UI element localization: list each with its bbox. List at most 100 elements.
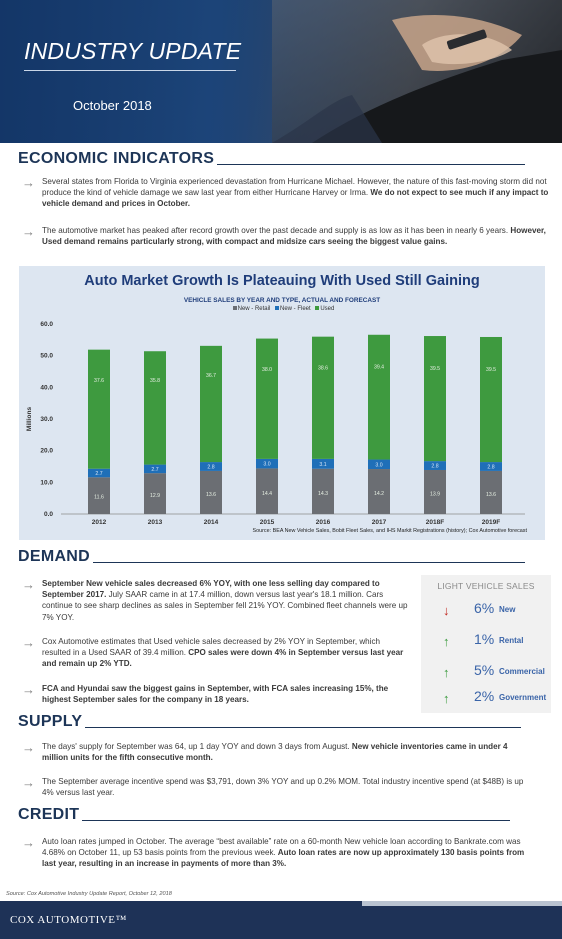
- section-title: CREDIT: [18, 806, 80, 823]
- arrow-right-icon: →: [22, 740, 35, 755]
- data-label: 2.8: [431, 464, 438, 470]
- data-label: 13.6: [486, 492, 496, 498]
- section-heading-economic: ECONOMIC INDICATORS: [18, 150, 526, 168]
- arrow-right-icon: →: [22, 224, 35, 239]
- section-heading-supply: SUPPLY: [18, 713, 522, 731]
- y-tick-label: 40.0: [40, 384, 53, 391]
- data-label: 39.5: [486, 367, 496, 373]
- panel-title: LIGHT VEHICLE SALES: [437, 581, 535, 591]
- footer-accent: [362, 901, 562, 906]
- bar-used-2018f: [424, 336, 446, 462]
- bullet-item: → September New vehicle sales decreased …: [22, 578, 410, 623]
- data-label: 12.9: [150, 493, 160, 499]
- bar-new-retail-2013: [144, 473, 166, 514]
- chart-subtitle: VEHICLE SALES BY YEAR AND TYPE, ACTUAL A…: [183, 297, 381, 304]
- data-label: 13.9: [430, 492, 440, 498]
- hero-overlay: [0, 0, 300, 143]
- bar-new-fleet-2016: [312, 458, 334, 469]
- data-label: 3.1: [319, 462, 326, 468]
- data-label: 11.6: [94, 495, 104, 501]
- x-tick-label: 2014: [204, 519, 219, 526]
- x-tick-label: 2012: [92, 519, 107, 526]
- bar-used-2019f: [480, 336, 502, 463]
- y-axis-label: Millions: [26, 407, 33, 432]
- bar-used-2016: [312, 336, 334, 459]
- legend-swatch-used: [315, 306, 320, 311]
- sales-label: New: [499, 605, 516, 614]
- bar-new-retail-2014: [200, 470, 222, 514]
- data-label: 38.6: [318, 366, 328, 372]
- data-label: 39.5: [430, 366, 440, 372]
- legend-swatch-retail: [232, 306, 237, 311]
- arrow-right-icon: →: [22, 775, 35, 790]
- data-label: 2.7: [151, 467, 158, 473]
- bar-used-2013: [144, 351, 166, 465]
- bar-new-retail-2019f: [480, 470, 502, 514]
- bar-used-2017: [368, 334, 390, 460]
- data-label: 2.8: [207, 465, 214, 471]
- bullet-text: The automotive market has peaked after r…: [42, 226, 546, 247]
- arrow-right-icon: →: [22, 635, 35, 650]
- chart-source: Source: BEA New Vehicle Sales, Bobit Fle…: [252, 528, 527, 534]
- data-label: 38.0: [262, 367, 272, 373]
- data-label: 36.7: [206, 373, 216, 379]
- data-label: 37.6: [94, 378, 104, 384]
- arrow-down-icon: ↓: [443, 603, 450, 618]
- x-tick-label: 2019F: [482, 519, 500, 526]
- legend-label: Used: [320, 306, 335, 312]
- light-vehicle-sales-panel: LIGHT VEHICLE SALES ↓ 6% New ↑ 1% Rental…: [421, 575, 551, 713]
- data-label: 35.8: [150, 378, 160, 384]
- section-title: SUPPLY: [18, 713, 83, 730]
- legend-label: New - Retail: [237, 306, 271, 312]
- bullet-item: → The September average incentive spend …: [22, 776, 534, 798]
- legend-label: New - Fleet: [279, 306, 311, 312]
- bar-new-retail-2012: [88, 477, 110, 514]
- section-heading-credit: CREDIT: [18, 806, 511, 824]
- section-title: ECONOMIC INDICATORS: [18, 150, 215, 167]
- chart-legend: New - Retail New - Fleet Used: [19, 306, 545, 312]
- section-title: DEMAND: [18, 548, 91, 565]
- sales-row-rental: ↑ 1% Rental: [421, 631, 551, 651]
- y-tick-label: 20.0: [40, 448, 53, 455]
- arrow-right-icon: →: [22, 835, 35, 850]
- chart-plot: 0.0 10.0 20.0 30.0 40.0 50.0 60.0 Millions 11.6 2…: [26, 321, 525, 526]
- data-label: 2.7: [95, 471, 102, 477]
- sales-chart: Auto Market Growth Is Plateauing With Us…: [19, 266, 545, 540]
- bar-used-2014: [200, 345, 222, 463]
- bar-new-fleet-2017: [368, 459, 390, 470]
- section-heading-demand: DEMAND: [18, 548, 526, 566]
- footer-bar: COX AUTOMOTIVE™: [0, 901, 562, 939]
- sales-label: Government: [499, 693, 547, 702]
- bullet-text: Cox Automotive estimates that Used vehic…: [42, 637, 404, 669]
- cox-automotive-logo: COX AUTOMOTIVE™: [10, 914, 127, 926]
- bar-new-fleet-2015: [256, 458, 278, 469]
- data-label: 3.0: [375, 462, 382, 468]
- hero-banner: INDUSTRY UPDATE October 2018: [0, 0, 562, 143]
- data-label: 13.6: [206, 492, 216, 498]
- legend-swatch-fleet: [274, 306, 279, 311]
- sales-percent: 2%: [474, 688, 495, 704]
- bullet-item: → The days' supply for September was 64,…: [22, 741, 534, 763]
- bullet-text: Auto loan rates jumped in October. The a…: [42, 837, 525, 869]
- hero-car-image: [272, 0, 562, 143]
- hero-divider: [24, 70, 236, 71]
- section-rule: [82, 820, 511, 821]
- arrow-up-icon: ↑: [443, 665, 450, 680]
- x-tick-label: 2015: [260, 519, 275, 526]
- section-rule: [217, 164, 526, 165]
- data-label: 3.0: [263, 462, 270, 468]
- data-label: 14.2: [374, 491, 384, 497]
- sales-percent: 1%: [474, 631, 495, 647]
- sales-row-government: ↑ 2% Government: [421, 688, 551, 708]
- y-tick-label: 30.0: [40, 416, 53, 423]
- bullet-text: The September average incentive spend wa…: [42, 777, 524, 798]
- bullet-text: FCA and Hyundai saw the biggest gains in…: [42, 684, 389, 705]
- section-rule: [93, 562, 526, 563]
- sales-row-commercial: ↑ 5% Commercial: [421, 662, 551, 682]
- bar-new-fleet-2019f: [480, 462, 502, 471]
- data-label: 2.8: [487, 465, 494, 471]
- bar-new-fleet-2014: [200, 462, 222, 471]
- bar-new-retail-2017: [368, 469, 390, 514]
- arrow-right-icon: →: [22, 175, 35, 190]
- bar-used-2015: [256, 338, 278, 459]
